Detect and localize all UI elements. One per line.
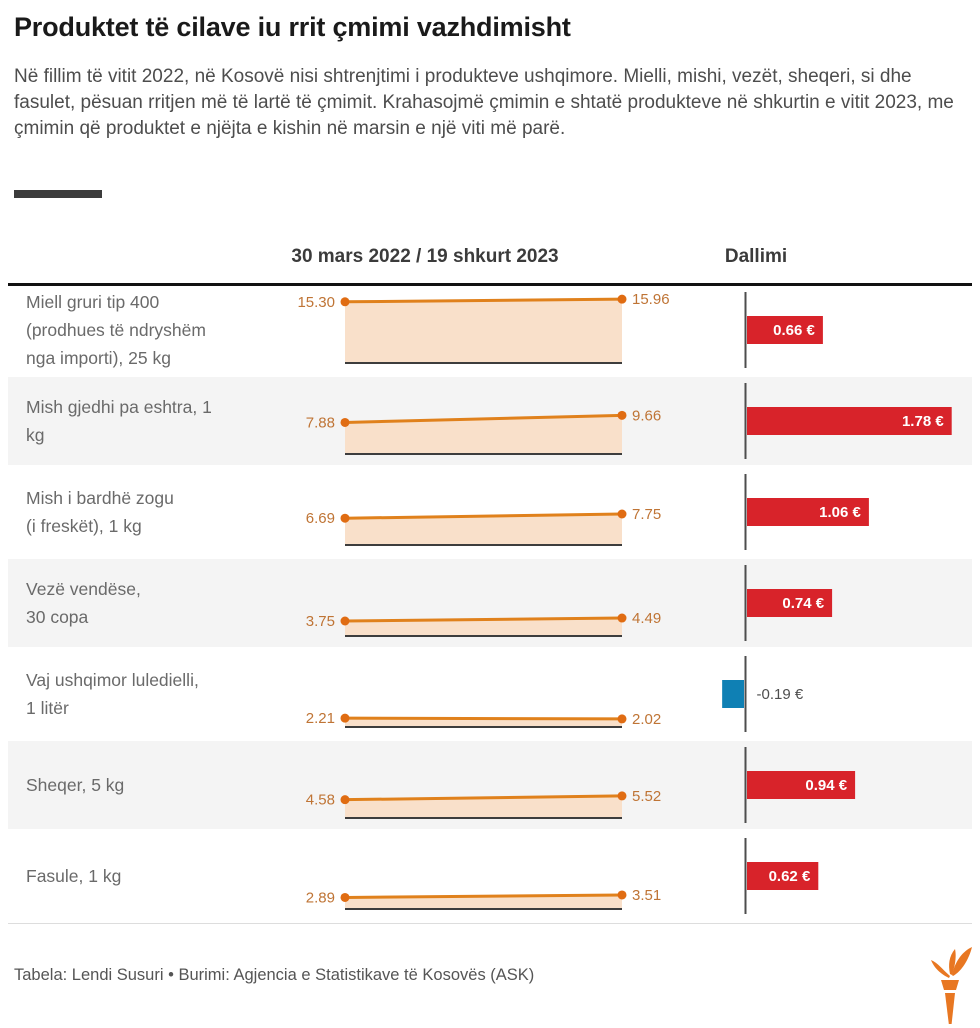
svg-text:2.89: 2.89 [306,889,335,906]
rferl-torch-logo [931,947,972,1024]
column-header-dates: 30 mars 2022 / 19 shkurt 2023 [291,246,559,267]
divider-bar [14,190,102,198]
product-label: Mish gjedhi pa eshtra, 1 kg [26,397,212,445]
difference-bar: -0.19 € [722,656,804,732]
svg-text:6.69: 6.69 [306,510,335,527]
product-label: Vezë vendëse, 30 copa [26,579,141,627]
chart-rows: Miell gruri tip 400 (prodhues të ndryshëm… [8,286,972,920]
price-slope: 2.89 3.51 [306,887,661,910]
svg-text:5.52: 5.52 [632,788,661,805]
svg-text:-0.19 €: -0.19 € [757,686,804,703]
svg-text:1.06 €: 1.06 € [819,504,861,521]
price-slope: 2.21 2.02 [306,710,661,728]
product-row: Vezë vendëse, 30 copa 3.75 4.49 0.74 € [8,559,972,647]
svg-text:7.75: 7.75 [632,506,661,523]
product-label: Miell gruri tip 400 (prodhues të ndryshëm… [26,292,206,368]
svg-text:15.96: 15.96 [632,291,670,308]
column-header-dallimi: Dallimi [724,246,788,267]
intro-text: Në fillim të vitit 2022, në Kosovë nisi … [14,66,954,139]
difference-bar: 1.06 € [744,474,869,550]
difference-bar: 0.74 € [744,565,833,641]
page-title: Produktet të cilave iu rrit çmimi vazhdi… [14,12,571,42]
product-row: Fasule, 1 kg 2.89 3.51 0.62 € [8,832,972,920]
product-row: Sheqer, 5 kg 4.58 5.52 0.94 € [8,741,972,829]
svg-text:3.75: 3.75 [306,613,335,630]
product-row: Vaj ushqimor luledielli, 1 litër 2.21 2.02… [8,650,972,738]
svg-text:2.02: 2.02 [632,711,661,728]
svg-text:2.21: 2.21 [306,710,335,727]
svg-text:0.74 €: 0.74 € [782,595,824,612]
difference-bar: 0.62 € [744,838,819,914]
price-slope: 6.69 7.75 [306,506,661,546]
price-slope: 3.75 4.49 [306,610,661,637]
svg-text:0.66 €: 0.66 € [773,322,815,339]
svg-text:4.49: 4.49 [632,610,661,627]
source-credit: Tabela: Lendi Susuri • Burimi: Agjencia … [14,966,535,984]
svg-text:3.51: 3.51 [632,887,661,904]
product-label: Sheqer, 5 kg [26,775,125,795]
svg-text:1.78 €: 1.78 € [902,413,944,430]
svg-text:7.88: 7.88 [306,414,335,431]
price-slope: 7.88 9.66 [306,407,661,455]
product-row: Mish i bardhë zogu (i freskët), 1 kg 6.69… [8,468,972,556]
svg-text:15.30: 15.30 [297,294,335,311]
svg-text:0.62 €: 0.62 € [769,868,811,885]
product-label: Fasule, 1 kg [26,866,122,886]
difference-bar: 0.66 € [744,292,823,368]
price-slope: 4.58 5.52 [306,788,661,819]
svg-text:0.94 €: 0.94 € [805,777,847,794]
price-slope: 15.30 15.96 [297,291,670,364]
product-row: Miell gruri tip 400 (prodhues të ndryshëm… [8,286,972,374]
product-row: Mish gjedhi pa eshtra, 1 kg 7.88 9.66 1.78… [8,377,972,465]
product-label: Vaj ushqimor luledielli, 1 litër [26,670,199,718]
difference-bar: 0.94 € [744,747,856,823]
product-label: Mish i bardhë zogu (i freskët), 1 kg [26,488,174,536]
difference-bar: 1.78 € [744,383,952,459]
chart-header: 30 mars 2022 / 19 shkurt 2023 Dallimi [8,242,972,286]
slope-chart-table: 30 mars 2022 / 19 shkurt 2023 Dallimi Mi… [8,242,972,924]
svg-text:9.66: 9.66 [632,407,661,424]
chart-bottom-rule [8,923,972,924]
svg-text:4.58: 4.58 [306,792,335,809]
